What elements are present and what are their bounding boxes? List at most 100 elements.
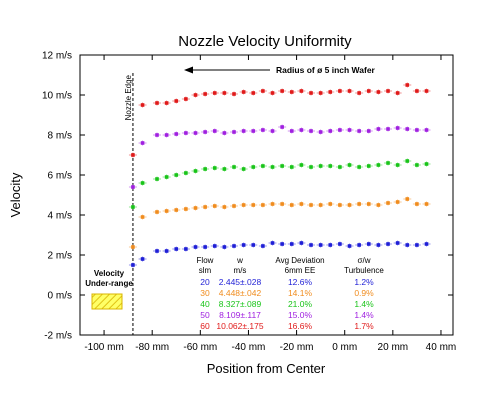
series-4 bbox=[128, 82, 431, 158]
data-point bbox=[131, 263, 135, 267]
x-tick-label: -20 mm bbox=[280, 342, 314, 353]
data-point bbox=[366, 242, 371, 246]
data-point bbox=[212, 166, 217, 170]
data-point bbox=[241, 243, 246, 247]
y-tick-label: 8 m/s bbox=[48, 131, 72, 142]
data-point bbox=[280, 242, 284, 246]
data-point bbox=[140, 141, 145, 145]
legend-header: w bbox=[236, 256, 243, 265]
data-point bbox=[328, 90, 333, 94]
data-point bbox=[309, 91, 313, 95]
data-point bbox=[376, 90, 381, 94]
data-point bbox=[415, 243, 419, 247]
data-point bbox=[347, 203, 352, 207]
data-point bbox=[357, 91, 361, 95]
data-point bbox=[232, 92, 236, 96]
legend-cell: 60 bbox=[200, 321, 210, 331]
data-point bbox=[164, 133, 169, 137]
data-point bbox=[376, 243, 381, 247]
data-point bbox=[212, 91, 217, 95]
legend-cell: 2.445±.028 bbox=[219, 277, 262, 287]
data-point bbox=[203, 167, 207, 171]
data-point bbox=[328, 164, 333, 168]
legend-header: Turbulence bbox=[344, 266, 384, 275]
data-point bbox=[309, 243, 313, 247]
y-tick-label: 10 m/s bbox=[42, 91, 72, 102]
y-tick-label: -2 m/s bbox=[44, 331, 72, 342]
data-point bbox=[155, 101, 159, 105]
data-point bbox=[309, 203, 313, 207]
data-point bbox=[184, 207, 188, 211]
data-point bbox=[299, 89, 304, 93]
data-point bbox=[261, 244, 265, 248]
data-point bbox=[280, 125, 284, 129]
data-point bbox=[232, 244, 236, 248]
data-point bbox=[155, 133, 159, 137]
y-tick-label: 0 m/s bbox=[48, 291, 72, 302]
data-point bbox=[164, 101, 169, 105]
data-point bbox=[357, 165, 361, 169]
series-1 bbox=[128, 196, 431, 250]
data-point bbox=[140, 257, 145, 261]
data-point bbox=[251, 91, 256, 95]
data-point bbox=[203, 245, 207, 249]
data-point bbox=[174, 132, 179, 136]
legend-cell: 8.109±.117 bbox=[219, 310, 261, 320]
legend-header: Avg Deviation bbox=[275, 256, 324, 265]
data-point bbox=[261, 164, 265, 168]
data-point bbox=[280, 202, 284, 206]
data-point bbox=[193, 93, 198, 97]
data-point bbox=[174, 208, 179, 212]
data-point bbox=[318, 91, 323, 95]
legend-cell: 21.0% bbox=[288, 299, 313, 309]
data-point bbox=[222, 167, 227, 171]
chart-title: Nozzle Velocity Uniformity bbox=[178, 33, 352, 50]
data-point bbox=[395, 126, 400, 130]
data-point bbox=[261, 128, 265, 132]
y-tick-label: 12 m/s bbox=[42, 51, 72, 62]
data-point bbox=[212, 129, 217, 133]
legend-header: m/s bbox=[234, 266, 247, 275]
data-point bbox=[366, 129, 371, 133]
x-axis: -100 mm -80 mm -60 mm -40 mm -20 mm 0 mm 20 mm… bbox=[84, 55, 456, 353]
data-point bbox=[131, 205, 135, 209]
data-point bbox=[328, 243, 333, 247]
data-point bbox=[280, 164, 284, 168]
data-point bbox=[261, 89, 265, 93]
data-point bbox=[140, 181, 145, 185]
y-axis-label: Velocity bbox=[8, 172, 23, 217]
x-tick-label: 0 mm bbox=[332, 342, 357, 353]
legend-cell: 20 bbox=[200, 277, 210, 287]
series-0 bbox=[128, 240, 431, 268]
data-point bbox=[270, 165, 275, 169]
data-point bbox=[164, 175, 169, 179]
data-point bbox=[347, 163, 352, 167]
data-point bbox=[309, 165, 313, 169]
data-point bbox=[357, 243, 361, 247]
data-point bbox=[270, 91, 275, 95]
data-point bbox=[212, 244, 217, 248]
legend-cell: 1.2% bbox=[354, 277, 374, 287]
data-point bbox=[222, 205, 227, 209]
data-point bbox=[270, 129, 275, 133]
data-point bbox=[241, 203, 246, 207]
data-point bbox=[222, 245, 227, 249]
data-point bbox=[424, 89, 429, 93]
x-tick-label: -100 mm bbox=[84, 342, 123, 353]
legend-cell: 8.327±.089 bbox=[219, 299, 262, 309]
legend-header: 6mm EE bbox=[285, 266, 316, 275]
data-point bbox=[232, 130, 236, 134]
data-point bbox=[212, 204, 217, 208]
legend-cell: 0.9% bbox=[354, 288, 374, 298]
data-point bbox=[357, 129, 361, 133]
data-point bbox=[347, 244, 352, 248]
data-point bbox=[424, 162, 429, 166]
series-3 bbox=[128, 124, 431, 190]
data-point bbox=[338, 128, 342, 132]
data-point bbox=[395, 241, 400, 245]
data-point bbox=[424, 242, 429, 246]
legend-cell: 10.062±.175 bbox=[216, 321, 263, 331]
data-point bbox=[289, 165, 294, 169]
radius-annotation: Radius of ø 5 inch Wafer bbox=[276, 65, 376, 75]
data-point bbox=[395, 91, 400, 95]
